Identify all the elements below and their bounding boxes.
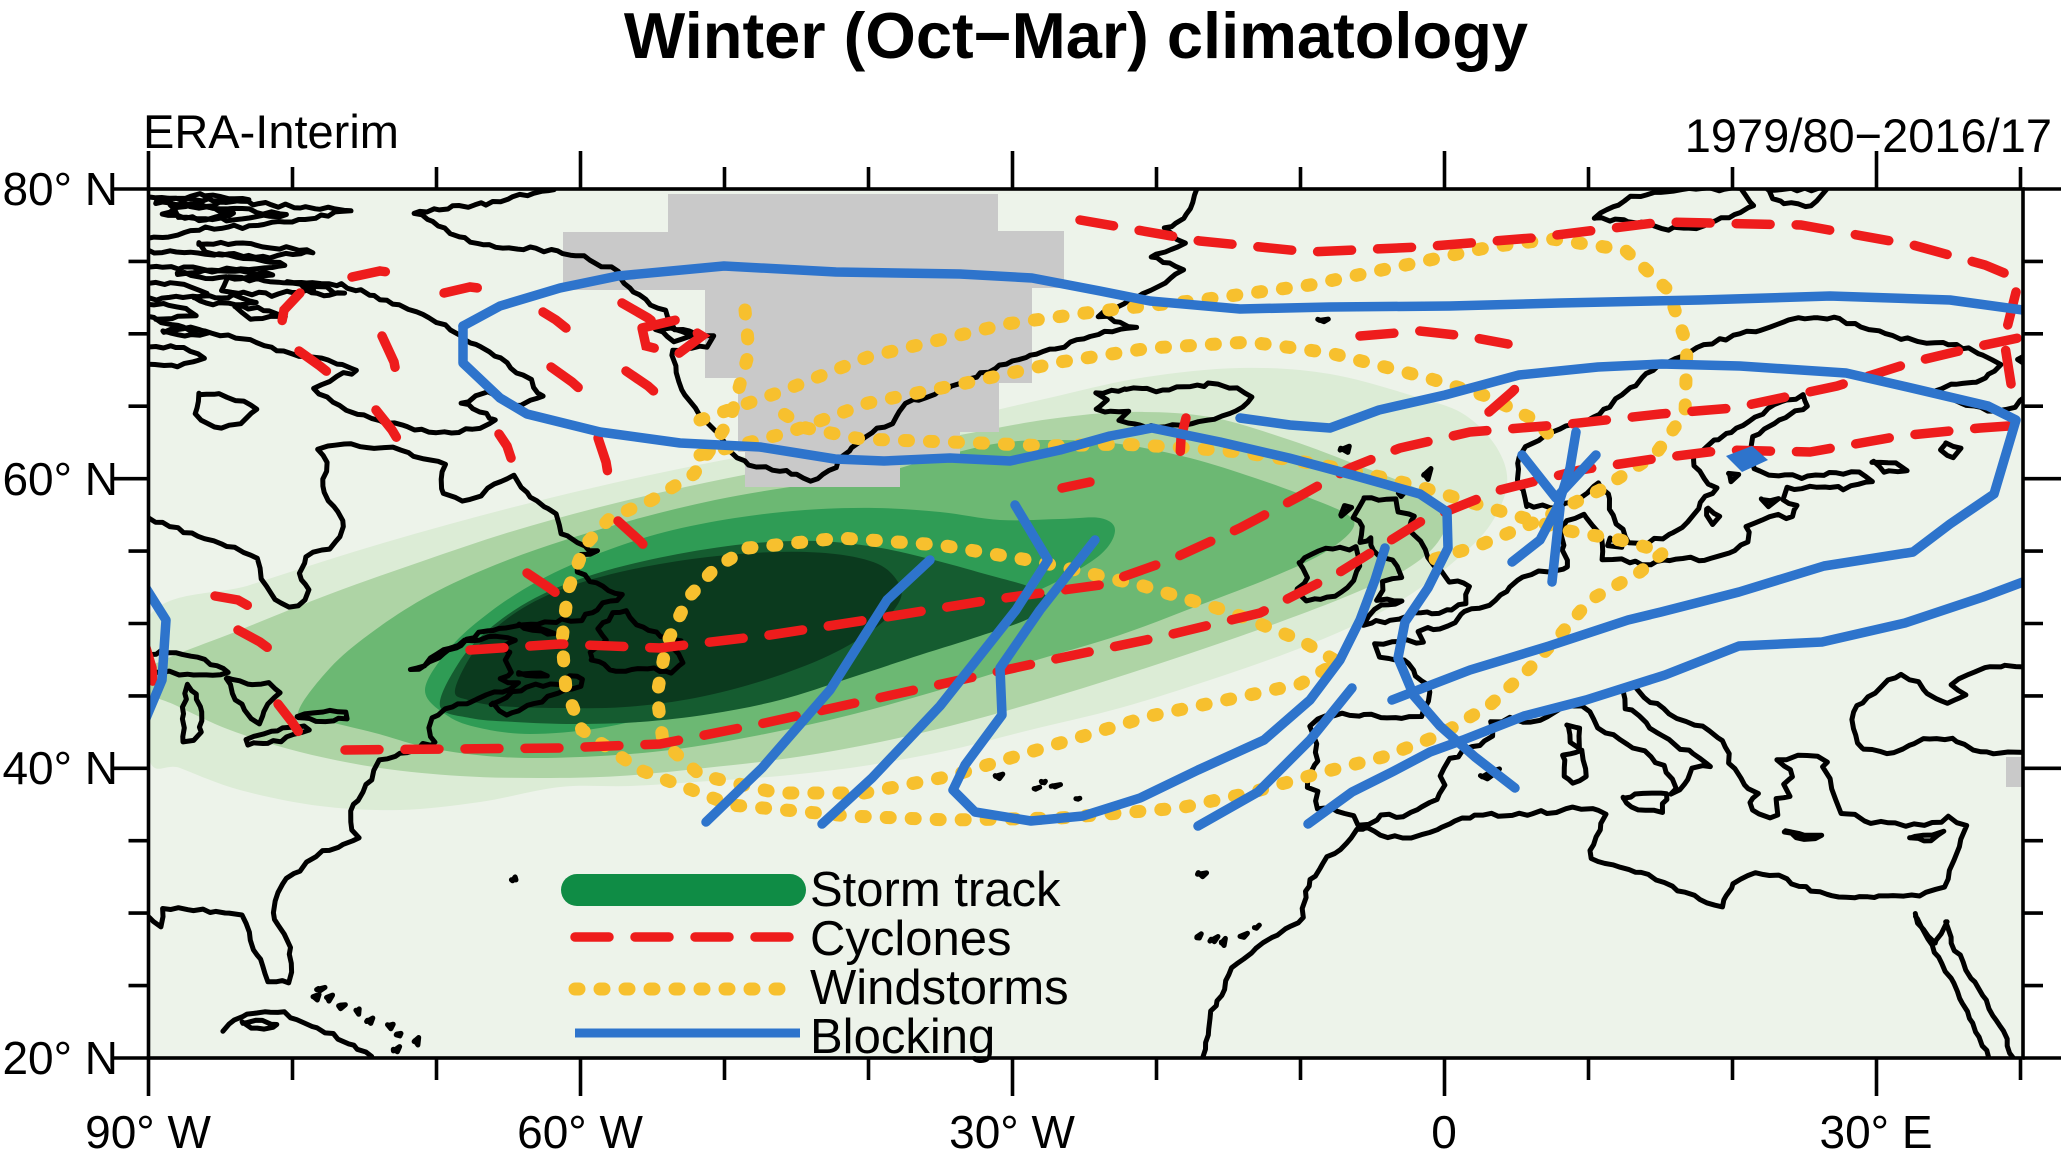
svg-text:30° E: 30° E <box>1819 1106 1932 1158</box>
svg-text:60° N: 60° N <box>2 453 118 505</box>
svg-text:1979/80−2016/17: 1979/80−2016/17 <box>1685 109 2052 162</box>
svg-text:80° N: 80° N <box>2 163 118 215</box>
svg-text:40° N: 40° N <box>2 742 118 794</box>
svg-text:Blocking: Blocking <box>810 1010 995 1064</box>
svg-text:90° W: 90° W <box>85 1106 211 1158</box>
svg-text:30° W: 30° W <box>949 1106 1075 1158</box>
svg-text:60° W: 60° W <box>517 1106 643 1158</box>
svg-text:20° N: 20° N <box>2 1032 118 1084</box>
svg-text:Storm track: Storm track <box>810 863 1061 917</box>
svg-text:0: 0 <box>1431 1106 1457 1158</box>
svg-text:Winter (Oct−Mar) climatology: Winter (Oct−Mar) climatology <box>624 0 1528 72</box>
svg-text:ERA-Interim: ERA-Interim <box>143 105 399 158</box>
svg-text:Cyclones: Cyclones <box>810 912 1012 966</box>
svg-text:Windstorms: Windstorms <box>810 961 1069 1015</box>
